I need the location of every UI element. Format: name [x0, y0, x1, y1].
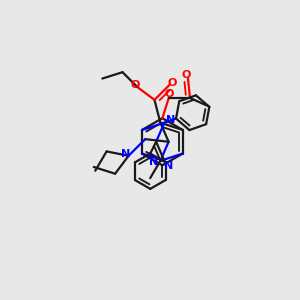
Text: O: O [164, 89, 173, 100]
Text: O: O [182, 70, 191, 80]
Text: N: N [121, 149, 130, 159]
Text: O: O [130, 80, 140, 90]
Text: N: N [164, 161, 173, 171]
Text: N: N [166, 115, 176, 125]
Text: O: O [167, 77, 176, 88]
Text: N: N [149, 157, 158, 167]
